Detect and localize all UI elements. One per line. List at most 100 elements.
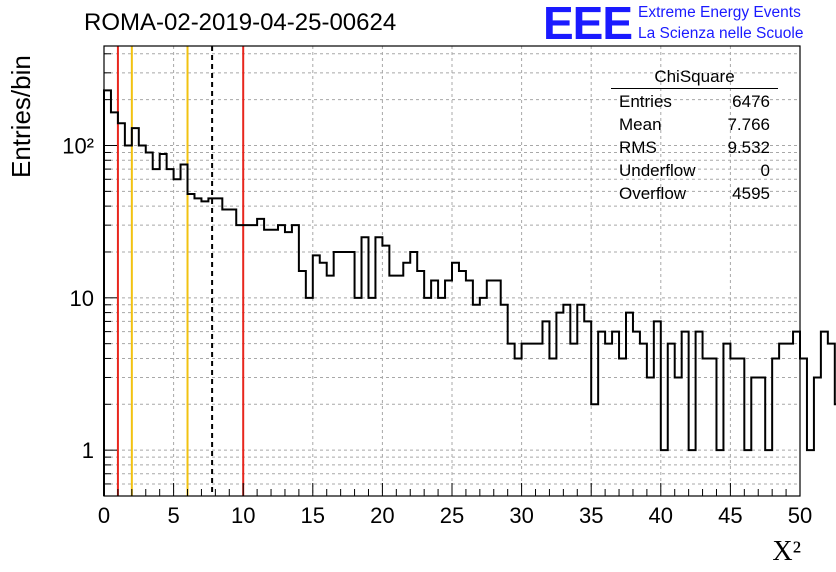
- histogram-bin: [800, 358, 807, 496]
- histogram-bin: [515, 358, 522, 496]
- histogram-bin: [828, 344, 835, 496]
- histogram-bin: [640, 344, 647, 496]
- y-tick-label: 1: [82, 438, 94, 463]
- histogram-bin: [508, 344, 515, 496]
- axis-tick-labels: 0 5 10 15 20 25 30 35 40 45 50 1 10 10²: [62, 133, 812, 528]
- histogram-bin: [306, 298, 313, 496]
- logo-line-2: La Scienza nelle Scuole: [638, 25, 804, 42]
- histogram-bin: [104, 90, 111, 496]
- x-tick-label: 15: [301, 503, 325, 528]
- histogram-bin: [278, 225, 285, 496]
- histogram-bin: [473, 305, 480, 496]
- stats-value: 6476: [732, 92, 770, 111]
- histogram-bin: [529, 344, 536, 496]
- histogram-bin: [153, 169, 160, 496]
- histogram-bin: [243, 225, 250, 496]
- stats-value: 0: [760, 161, 770, 180]
- histogram-bin: [222, 210, 229, 496]
- histogram-bin: [598, 332, 605, 496]
- histogram-bin: [257, 219, 264, 496]
- histogram-bin: [522, 344, 529, 496]
- histogram-bin: [215, 198, 222, 496]
- histogram-bin: [125, 145, 132, 496]
- x-tick-label: 5: [167, 503, 179, 528]
- stats-value: 9.532: [727, 138, 770, 157]
- histogram-bin: [710, 358, 717, 496]
- y-axis-label: Entries/bin: [6, 55, 36, 178]
- histogram-bin: [341, 252, 348, 496]
- histogram-bin: [132, 128, 139, 496]
- x-tick-label: 10: [231, 503, 255, 528]
- logo-line-1: Extreme Energy Events: [638, 4, 801, 21]
- histogram-bin: [424, 298, 431, 496]
- histogram-bin: [355, 298, 362, 496]
- histogram-bin: [619, 358, 626, 496]
- histogram-bin: [396, 276, 403, 496]
- histogram-bin: [327, 276, 334, 496]
- grid-lines: [104, 46, 800, 497]
- histogram-bin: [334, 252, 341, 496]
- histogram-bin: [174, 179, 181, 496]
- stats-title: ChiSquare: [611, 67, 778, 89]
- histogram-bin: [181, 165, 188, 496]
- stats-label: Entries: [619, 92, 672, 111]
- histogram-bin: [737, 358, 744, 496]
- x-tick-label: 30: [509, 503, 533, 528]
- histogram-bin: [605, 344, 612, 496]
- histogram-bin: [772, 358, 779, 496]
- stats-label: Mean: [619, 115, 662, 134]
- histogram-bin: [536, 344, 543, 496]
- histogram-bin: [250, 225, 257, 496]
- histogram-bin: [696, 332, 703, 496]
- stats-value: 7.766: [727, 115, 770, 134]
- axis-ticks: [103, 53, 801, 497]
- histogram-bin: [821, 332, 828, 496]
- histogram-bin: [814, 377, 821, 496]
- x-axis-label: X²: [772, 536, 801, 567]
- histogram-bin: [779, 344, 786, 496]
- histogram-bin: [758, 377, 765, 496]
- stats-value: 4595: [732, 184, 770, 203]
- histogram-bin: [201, 201, 208, 496]
- x-tick-label: 35: [579, 503, 603, 528]
- histogram-bin: [612, 332, 619, 496]
- histogram-bin: [703, 358, 710, 496]
- stats-row-mean: Mean 7.766: [611, 113, 778, 136]
- histogram-bin: [675, 377, 682, 496]
- histogram-bin: [542, 321, 549, 496]
- histogram-bin: [271, 230, 278, 496]
- stats-label: Underflow: [619, 161, 696, 180]
- histogram-bin: [563, 305, 570, 496]
- x-tick-label: 0: [98, 503, 110, 528]
- histogram-bin: [348, 252, 355, 496]
- histogram-bin: [682, 332, 689, 496]
- histogram-bin: [501, 305, 508, 496]
- stats-box: ChiSquare Entries 6476 Mean 7.766 RMS 9.…: [611, 67, 778, 205]
- x-tick-label: 20: [370, 503, 394, 528]
- histogram-bin: [167, 169, 174, 496]
- histogram-bin: [786, 344, 793, 496]
- histogram-bin: [584, 321, 591, 496]
- histogram-bin: [438, 298, 445, 496]
- histogram-bin: [480, 298, 487, 496]
- histogram-bin: [793, 332, 800, 496]
- histogram-bin: [188, 194, 195, 496]
- stats-label: Overflow: [619, 184, 687, 203]
- histogram-bin: [549, 358, 556, 496]
- y-tick-label: 10²: [62, 133, 94, 158]
- histogram-outline: [103, 89, 836, 496]
- reference-lines: [116, 46, 245, 496]
- histogram-bin: [410, 252, 417, 496]
- histogram-bin: [647, 377, 654, 496]
- histogram-bin: [730, 358, 737, 496]
- histogram-bin: [111, 112, 118, 496]
- eee-logo: EEE: [543, 0, 633, 49]
- x-tick-label: 45: [718, 503, 742, 528]
- histogram-bin: [139, 145, 146, 496]
- histogram-bin: [194, 198, 201, 496]
- histogram-bin: [570, 344, 577, 496]
- histogram-bin: [807, 450, 814, 496]
- stats-row-entries: Entries 6476: [611, 90, 778, 113]
- stats-row-underflow: Underflow 0: [611, 159, 778, 182]
